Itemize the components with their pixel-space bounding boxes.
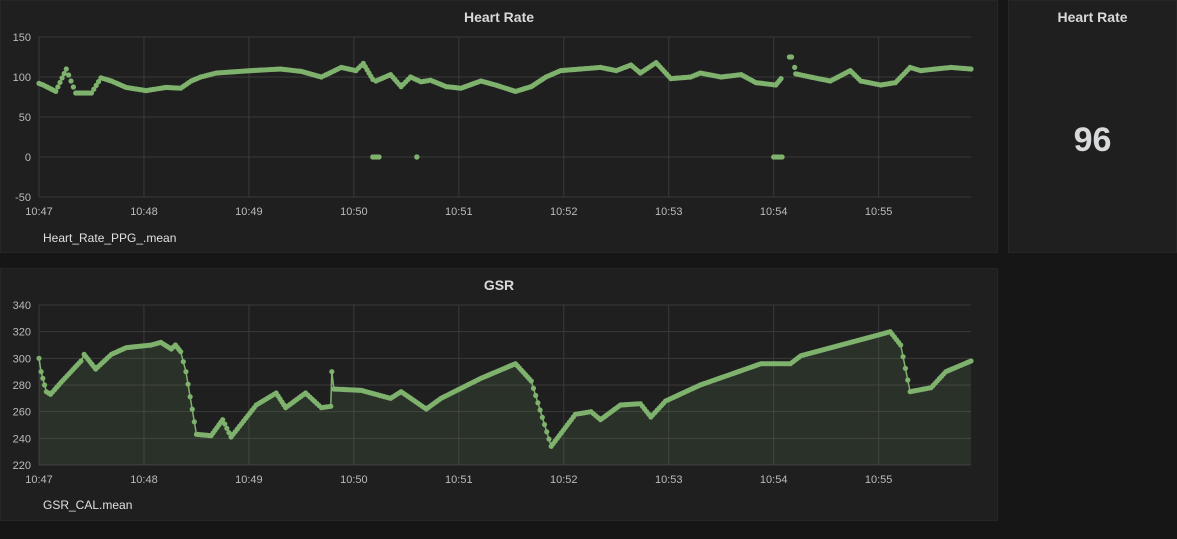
y-tick-label: 300 [13,353,31,365]
heart-rate-chart: 150 100 50 0 -50 10:47 10:48 10:49 10:50 10:51 10:… [13,32,974,218]
data-point [59,75,65,81]
data-point [224,425,230,431]
data-point [68,78,74,84]
data-point [41,382,48,388]
heart-rate-graph-panel: Heart Rate 150 100 50 0 -50 10:47 10:48 10:49 10… [0,0,998,253]
data-point [36,355,42,361]
data-point [78,358,84,364]
gsr-chart: 340 320 300 280 260 240 220 10:47 10:48 10:49 10:5… [13,300,974,486]
data-point [541,421,548,428]
data-point [55,84,61,90]
data-point [189,406,195,412]
gsr-graph-panel: GSR 340 320 300 280 260 240 220 10:47 10:48 10:49… [0,268,998,521]
data-point [57,79,63,86]
panel-title[interactable]: Heart Rate [463,9,535,25]
data-point [528,378,534,384]
data-point [898,342,904,348]
stat-value: 96 [1073,121,1112,159]
data-point [329,369,335,375]
data-point [70,84,76,90]
y-tick-label: 240 [13,433,31,445]
data-point [788,54,795,60]
data-point [61,70,67,77]
data-point [91,86,97,92]
data-point [93,82,99,88]
data-point [546,436,552,442]
data-point [178,349,184,355]
data-point [63,66,69,72]
y-tick-label: 220 [13,460,31,472]
data-point [779,154,785,160]
x-tick-label: 10:53 [655,474,683,486]
x-tick-label: 10:50 [340,206,368,218]
data-point [191,419,197,425]
x-tick-label: 10:49 [235,206,263,218]
heart-rate-stat-panel: Heart Rate 96 [1008,0,1177,253]
data-point [376,154,382,160]
data-point [539,414,545,420]
data-point [900,354,906,360]
y-tick-label: 0 [25,152,31,164]
y-tick-label: 280 [13,380,31,392]
data-point [537,407,543,413]
x-tick-label: 10:54 [760,206,788,218]
data-point [968,358,974,364]
data-point [530,385,537,391]
x-tick-label: 10:48 [130,206,158,218]
legend-item[interactable]: GSR_CAL.mean [43,498,133,512]
data-point [185,381,191,387]
x-tick-label: 10:55 [865,206,893,218]
data-point [226,430,232,436]
y-tick-label: 150 [13,32,31,44]
data-point [183,369,189,375]
y-tick-label: 100 [13,72,31,84]
data-point [95,79,102,85]
y-tick-label: 340 [13,300,31,312]
data-point [905,377,911,383]
y-tick-label: 260 [13,407,31,419]
data-point [792,64,798,70]
data-point [544,429,550,435]
data-point [66,72,72,78]
data-point [187,394,193,400]
x-tick-label: 10:53 [655,206,683,218]
panel-title[interactable]: Heart Rate [1057,9,1128,25]
x-tick-label: 10:51 [445,206,473,218]
data-point [38,369,44,375]
data-point [902,365,909,371]
x-tick-label: 10:51 [445,474,473,486]
y-tick-label: -50 [15,192,31,204]
x-tick-label: 10:49 [235,474,263,486]
x-tick-label: 10:52 [550,206,578,218]
x-tick-label: 10:47 [25,474,53,486]
data-point [414,154,420,160]
data-point [533,392,539,399]
data-point [53,88,59,94]
data-point [778,76,784,82]
panel-title[interactable]: GSR [483,277,515,293]
data-point [535,400,541,406]
x-tick-label: 10:48 [130,474,158,486]
legend-item[interactable]: Heart_Rate_PPG_.mean [43,231,177,245]
data-point [180,359,186,365]
x-tick-label: 10:47 [25,206,53,218]
data-point [222,421,228,427]
data-point [968,66,974,72]
x-tick-label: 10:52 [550,474,578,486]
y-tick-label: 320 [13,327,31,339]
x-tick-label: 10:50 [340,474,368,486]
x-tick-label: 10:54 [760,474,788,486]
x-tick-label: 10:55 [865,474,893,486]
data-point [40,375,46,381]
data-point [88,90,95,96]
y-tick-label: 50 [19,112,31,124]
series-area [39,331,971,465]
data-point [220,417,226,423]
data-point [328,403,334,409]
